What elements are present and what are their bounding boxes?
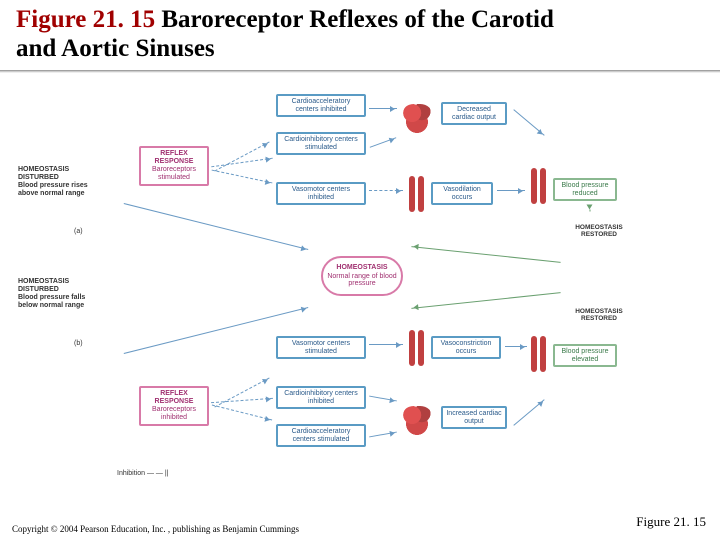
figure-title: Figure 21. 15 Baroreceptor Reflexes of t… <box>16 6 576 64</box>
homeo-center-hdr: HOMEOSTASIS <box>327 264 397 272</box>
cardioacc-stimulated: Cardioacceleratory centers stimulated <box>276 424 366 447</box>
arrow <box>369 432 397 438</box>
arrow <box>124 203 309 250</box>
vasomotor-stimulated: Vasomotor centers stimulated <box>276 336 366 359</box>
figure-label-footer: Figure 21. 15 <box>636 514 706 530</box>
vasocon-vessel-icon <box>407 330 427 366</box>
arrow <box>369 344 403 345</box>
figure-number: Figure 21. 15 <box>16 6 155 33</box>
panel-b-label: (b) <box>71 338 101 350</box>
arrow <box>590 210 591 212</box>
vasodilation-vessel-icon <box>407 176 427 212</box>
homeostasis-restored-b: HOMEOSTASIS RESTORED <box>559 306 639 324</box>
title-underline <box>0 70 720 73</box>
cardioinh-stimulated: Cardioinhibitory centers stimulated <box>276 132 366 155</box>
arrow <box>411 246 560 263</box>
cardioinh-inhibited: Cardioinhibitory centers inhibited <box>276 386 366 409</box>
arrow <box>212 405 272 421</box>
cardioacc-inhibited: Cardioacceleratory centers inhibited <box>276 94 366 117</box>
legend-inhibition: Inhibition — — || <box>117 470 169 477</box>
homeo-a-txt: Blood pressure rises above normal range <box>18 182 88 197</box>
baroreceptor-diagram: HOMEOSTASIS DISTURBED Blood pressure ris… <box>110 85 620 495</box>
homeostasis-disturbed-b: HOMEOSTASIS DISTURBED Blood pressure fal… <box>15 276 103 312</box>
reflex-b-txt: Baroreceptors inhibited <box>152 406 196 421</box>
homeostasis-center: HOMEOSTASIS Normal range of blood pressu… <box>321 256 403 296</box>
arrow <box>212 170 273 184</box>
arrow <box>211 158 273 168</box>
arrow <box>369 190 403 191</box>
bp-reduced: Blood pressure reduced <box>553 178 617 201</box>
homeo-b-txt: Blood pressure falls below normal range <box>18 294 85 309</box>
arrow <box>370 137 397 148</box>
homeo-b-hdr: HOMEOSTASIS DISTURBED <box>18 278 100 293</box>
increased-co: Increased cardiac output <box>441 406 507 429</box>
panel-a-label: (a) <box>71 226 101 238</box>
arrow <box>214 378 269 408</box>
arrow <box>369 108 397 109</box>
vasoconstriction: Vasoconstriction occurs <box>431 336 501 359</box>
arrow <box>211 398 273 403</box>
homeostasis-restored-a: HOMEOSTASIS RESTORED <box>559 222 639 240</box>
arrow <box>505 346 527 347</box>
copyright: Copyright © 2004 Pearson Education, Inc.… <box>12 524 299 534</box>
arrow <box>513 399 544 425</box>
vasomotor-inhibited: Vasomotor centers inhibited <box>276 182 366 205</box>
bp-reduced-vessel-icon <box>529 168 549 204</box>
heart-icon-top <box>401 104 433 134</box>
reflex-response-b: REFLEX RESPONSE Baroreceptors inhibited <box>139 386 209 426</box>
heart-icon-bottom <box>401 406 433 436</box>
arrow <box>369 396 397 402</box>
vasodilation: Vasodilation occurs <box>431 182 493 205</box>
arrow <box>411 292 560 309</box>
homeo-a-hdr: HOMEOSTASIS DISTURBED <box>18 166 100 181</box>
reflex-response-a: REFLEX RESPONSE Baroreceptors stimulated <box>139 146 209 186</box>
arrow <box>214 142 269 172</box>
arrow <box>513 109 544 135</box>
reflex-a-txt: Baroreceptors stimulated <box>152 166 196 181</box>
reflex-b-hdr: REFLEX RESPONSE <box>144 390 204 405</box>
arrow <box>497 190 525 191</box>
reflex-a-hdr: REFLEX RESPONSE <box>144 150 204 165</box>
decreased-co: Decreased cardiac output <box>441 102 507 125</box>
bp-elev-vessel-icon <box>529 336 549 372</box>
bp-elevated: Blood pressure elevated <box>553 344 617 367</box>
homeostasis-disturbed-a: HOMEOSTASIS DISTURBED Blood pressure ris… <box>15 164 103 200</box>
homeo-center-txt: Normal range of blood pressure <box>327 273 396 288</box>
